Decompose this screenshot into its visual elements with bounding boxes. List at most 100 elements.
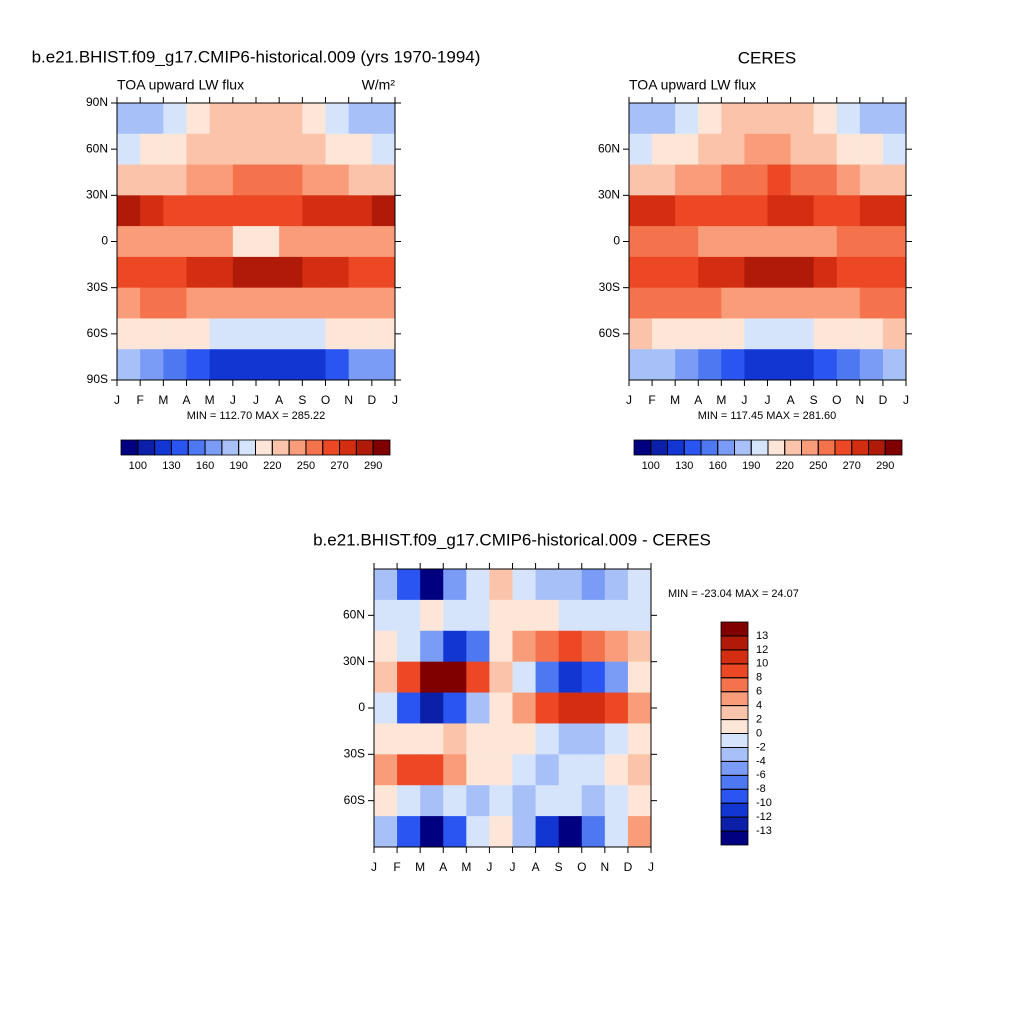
x-tick-label: A [787, 393, 795, 407]
contour-cell [535, 692, 560, 724]
contour-cell [279, 349, 303, 381]
contour-cell [813, 349, 838, 381]
contour-cell [302, 318, 326, 350]
x-tick-label: S [298, 393, 306, 407]
contour-cell [489, 692, 513, 724]
contour-cell [512, 785, 537, 817]
contour-cell [163, 226, 187, 258]
x-tick-label: J [392, 393, 398, 407]
contour-cell [744, 287, 768, 319]
contour-cell [882, 133, 907, 166]
contour-cell [744, 103, 768, 135]
contour-cell [512, 630, 537, 663]
contour-cell [652, 164, 676, 196]
contour-cell [117, 318, 141, 350]
contour-cell [209, 195, 234, 227]
contour-cell [209, 349, 234, 381]
contour-cell [675, 256, 699, 289]
contour-cell [629, 287, 653, 319]
contour-cell [140, 164, 164, 196]
contour-cell [721, 318, 745, 350]
x-tick-label: N [344, 393, 353, 407]
contour-cell [790, 349, 815, 381]
contour-cell [232, 256, 257, 289]
contour-cell [675, 226, 699, 258]
contour-cell [348, 256, 373, 289]
x-tick-label: A [439, 860, 447, 874]
contour-cell [652, 195, 676, 227]
colorbar-box [255, 439, 273, 456]
contour-cell [790, 133, 815, 166]
contour-cell [698, 226, 722, 258]
contour-cell [558, 754, 583, 786]
contour-cell [535, 723, 560, 755]
contour-cell [767, 103, 792, 135]
contour-cell [325, 103, 350, 135]
colorbar-box [667, 439, 685, 456]
contour-cell [698, 133, 722, 166]
contour-cell [302, 195, 326, 227]
contour-cell [256, 195, 280, 227]
contour-cell [232, 164, 257, 196]
contour-cell [117, 256, 141, 289]
contour-cell [256, 349, 280, 381]
contour-cell [767, 256, 792, 289]
x-tick-label: A [694, 393, 702, 407]
colorbar-box [238, 439, 256, 456]
contour-cell [558, 630, 583, 663]
contour-cell [348, 133, 373, 166]
contour-cell [581, 754, 606, 786]
contour-cell [882, 256, 907, 289]
contour-cell [163, 256, 187, 289]
contour-cell [489, 816, 513, 848]
x-tick-label: N [600, 860, 609, 874]
contour-cell [836, 256, 861, 289]
contour-cell [581, 599, 606, 632]
x-tick-label: J [741, 393, 747, 407]
x-tick-label: J [648, 860, 654, 874]
contour-cell [397, 599, 421, 632]
contour-cell [397, 692, 421, 724]
contour-cell [117, 349, 141, 381]
colorbar-label: 220 [263, 460, 281, 472]
contour-cell [535, 630, 560, 663]
contour-cell [698, 256, 722, 289]
contour-cell [397, 816, 421, 848]
contour-cell [836, 103, 861, 135]
colorbar-box [884, 439, 903, 456]
contour-cell [627, 569, 652, 601]
colorbar-label: 250 [809, 460, 827, 472]
contour-cell [348, 195, 373, 227]
contour-cell [420, 569, 444, 601]
contour-cell [140, 133, 164, 166]
contour-cell [836, 195, 861, 227]
colorbar-box [288, 439, 307, 456]
contour-cell [279, 256, 303, 289]
contour-cell [813, 195, 838, 227]
contour-cell [627, 661, 652, 694]
colorbar-box [720, 719, 749, 734]
contour-cell [604, 723, 629, 755]
contour-cell [627, 816, 652, 848]
contour-cell [627, 599, 652, 632]
contour-cell [675, 195, 699, 227]
contour-cell [186, 103, 211, 135]
colorbar-box [767, 439, 786, 456]
contour-cell [767, 349, 792, 381]
contour-cell [371, 349, 396, 381]
contour-cell [721, 103, 745, 135]
contour-cell [232, 195, 257, 227]
colorbar-box [868, 439, 886, 456]
x-tick-label: J [230, 393, 236, 407]
colorbar-label: 2 [756, 713, 762, 725]
colorbar-box [720, 747, 749, 762]
colorbar-label: -13 [756, 825, 772, 837]
colorbar-box [683, 439, 702, 456]
contour-cell [374, 599, 398, 632]
colorbar-box [720, 802, 749, 818]
y-tick-label: 60S [87, 326, 108, 340]
x-tick-label: S [810, 393, 818, 407]
contour-cell [348, 287, 373, 319]
contour-cell [859, 318, 884, 350]
contour-cell [790, 164, 815, 196]
